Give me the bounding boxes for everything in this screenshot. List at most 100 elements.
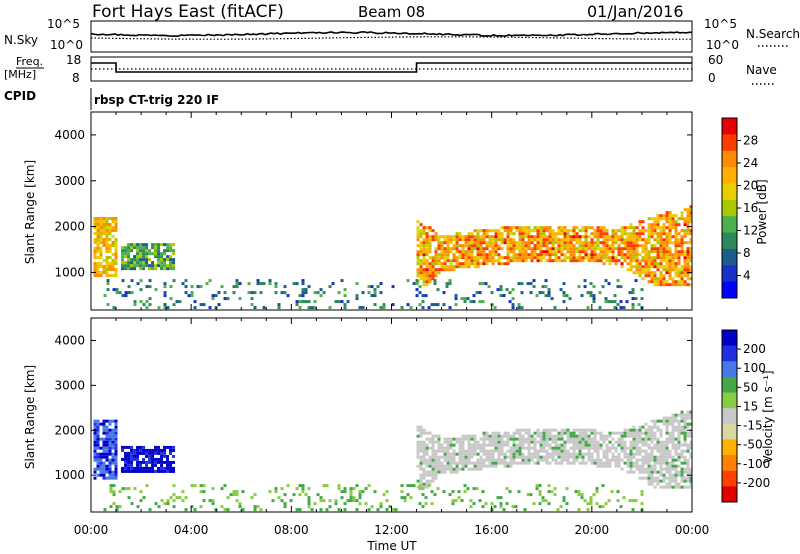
velocity-cell — [425, 443, 429, 447]
velocity-cell — [623, 440, 627, 444]
velocity-cell — [674, 428, 678, 432]
velocity-cell — [108, 473, 112, 477]
velocity-cell — [105, 440, 109, 444]
power-cell — [446, 238, 450, 242]
velocity-cell — [668, 476, 672, 480]
velocity-cell — [99, 452, 103, 456]
velocity-cell — [677, 482, 681, 486]
velocity-cell — [614, 431, 618, 435]
velocity-cell — [686, 476, 690, 480]
velocity-cell — [491, 449, 495, 453]
power-cell — [647, 259, 651, 263]
velocity-cell — [566, 458, 570, 462]
velocity-cell — [572, 455, 576, 459]
power-cell — [548, 238, 552, 242]
power-cell — [593, 235, 597, 239]
power-cell — [443, 259, 447, 263]
power-cell — [247, 291, 251, 295]
power-cell — [668, 223, 672, 227]
power-cell — [491, 244, 495, 248]
velocity-cell — [662, 416, 666, 420]
power-cell — [592, 294, 596, 298]
power-cell — [452, 238, 456, 242]
power-cell — [575, 259, 579, 263]
power-cell — [108, 226, 112, 229]
velocity-cell — [527, 428, 531, 432]
velocity-cell — [473, 446, 477, 450]
velocity-cell — [470, 455, 474, 459]
velocity-cell — [599, 434, 603, 438]
velocity-cell — [434, 440, 438, 444]
power-cell — [674, 283, 678, 287]
power-cell — [199, 303, 203, 307]
power-cell — [139, 255, 143, 259]
velocity-cell — [111, 428, 115, 432]
velocity-cell — [337, 487, 341, 491]
velocity-cell — [422, 428, 426, 432]
velocity-cell — [656, 455, 660, 459]
velocity-cell — [102, 452, 106, 456]
power-cell — [569, 238, 573, 242]
velocity-cell — [127, 460, 131, 464]
power-cell — [93, 241, 97, 244]
velocity-cell — [515, 449, 519, 453]
power-cell — [602, 226, 606, 230]
velocity-cell — [428, 446, 432, 450]
power-cell — [460, 297, 464, 301]
power-cell — [650, 271, 654, 275]
power-cell — [416, 232, 420, 236]
power-cell — [614, 241, 618, 245]
power-cell — [527, 247, 531, 251]
power-cell — [671, 262, 675, 266]
power-cell — [449, 265, 453, 269]
power-cell — [527, 235, 531, 239]
velocity-cell — [647, 473, 651, 477]
velocity-cell — [623, 446, 627, 450]
power-cell — [623, 238, 627, 242]
power-cell — [635, 262, 639, 266]
velocity-cell — [590, 428, 594, 432]
power-cell — [554, 232, 558, 236]
velocity-cell — [641, 458, 645, 462]
velocity-cell — [479, 455, 483, 459]
velocity-cell — [596, 452, 600, 456]
velocity-cell — [93, 476, 97, 480]
velocity-cell — [310, 508, 314, 512]
velocity-cell — [584, 434, 588, 438]
velocity-cell — [349, 490, 353, 494]
power-cell — [668, 217, 672, 221]
velocity-cell — [521, 452, 525, 456]
velocity-cell — [596, 446, 600, 450]
velocity-cell — [93, 452, 97, 456]
noise-panel-frame — [90, 20, 693, 53]
power-cell — [533, 247, 537, 251]
power-cell — [277, 303, 281, 307]
velocity-cell — [422, 449, 426, 453]
velocity-cell — [541, 499, 545, 503]
power-cell — [431, 229, 435, 233]
power-cell — [617, 235, 621, 239]
power-cell — [111, 259, 115, 262]
velocity-cell — [610, 490, 614, 494]
velocity-cell — [629, 449, 633, 453]
power-cell — [620, 250, 624, 254]
velocity-cell — [668, 434, 672, 438]
velocity-cell — [653, 434, 657, 438]
velocity-cell — [587, 446, 591, 450]
power-cell — [268, 282, 272, 286]
power-cell — [518, 256, 522, 260]
power-cell — [572, 247, 576, 251]
power-cell — [467, 250, 471, 254]
power-cell — [605, 241, 609, 245]
velocity-cell — [659, 440, 663, 444]
velocity-cell — [403, 499, 407, 503]
velocity-cell — [650, 470, 654, 474]
power-cell — [154, 288, 158, 292]
velocity-cell — [111, 434, 115, 438]
velocity-cell — [124, 454, 128, 458]
power-cell — [479, 238, 483, 242]
power-cell — [674, 271, 678, 275]
power-cell — [425, 277, 429, 281]
velocity-cell — [151, 454, 155, 458]
velocity-cell — [488, 440, 492, 444]
